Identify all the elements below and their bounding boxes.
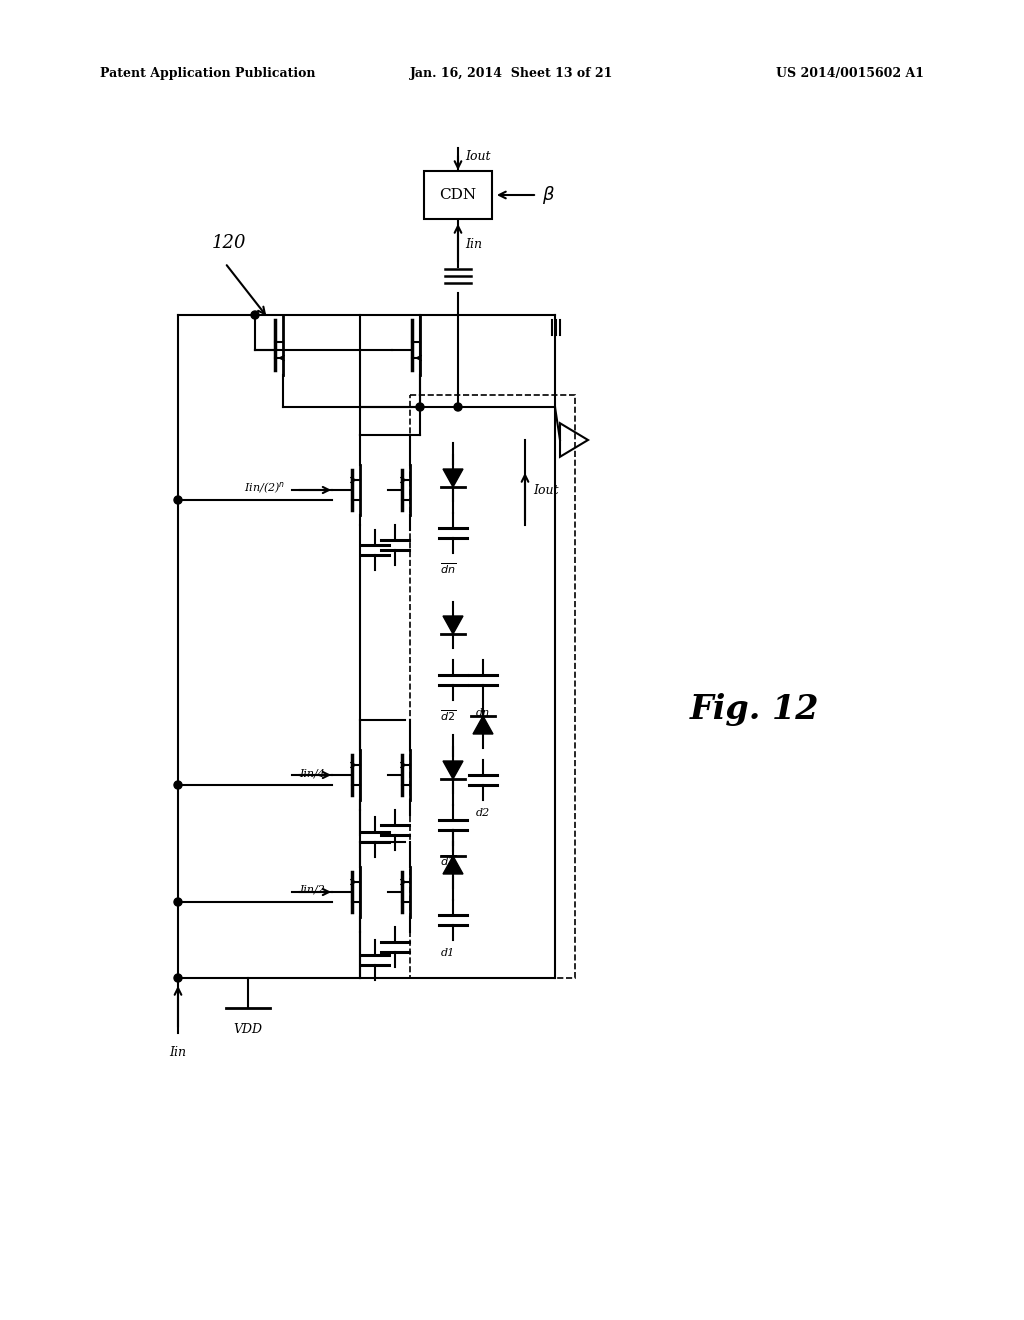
Text: US 2014/0015602 A1: US 2014/0015602 A1 xyxy=(776,66,924,79)
Bar xyxy=(410,395,575,978)
Text: $\overline{d2}$: $\overline{d2}$ xyxy=(440,708,456,722)
Text: CDN: CDN xyxy=(439,187,476,202)
Text: $\overline{d1}$: $\overline{d1}$ xyxy=(440,853,456,867)
Bar xyxy=(424,172,492,219)
Circle shape xyxy=(174,898,182,906)
Text: Iin/4: Iin/4 xyxy=(299,768,325,777)
Text: $\overline{dn}$: $\overline{dn}$ xyxy=(440,561,456,576)
Text: Jan. 16, 2014  Sheet 13 of 21: Jan. 16, 2014 Sheet 13 of 21 xyxy=(411,66,613,79)
Circle shape xyxy=(416,403,424,411)
Text: dn: dn xyxy=(476,708,490,718)
Polygon shape xyxy=(443,762,463,779)
Circle shape xyxy=(174,974,182,982)
Polygon shape xyxy=(443,469,463,487)
Text: Iin: Iin xyxy=(170,1045,186,1059)
Circle shape xyxy=(454,403,462,411)
Polygon shape xyxy=(443,855,463,874)
Text: Fig. 12: Fig. 12 xyxy=(690,693,820,726)
Text: 120: 120 xyxy=(212,234,247,252)
Text: Iout: Iout xyxy=(534,483,558,496)
Circle shape xyxy=(174,781,182,789)
Text: Patent Application Publication: Patent Application Publication xyxy=(100,66,315,79)
Text: Iout: Iout xyxy=(465,150,490,164)
Polygon shape xyxy=(443,616,463,634)
Circle shape xyxy=(174,496,182,504)
Text: VDD: VDD xyxy=(233,1023,262,1036)
Text: Iin/(2)$^n$: Iin/(2)$^n$ xyxy=(244,480,285,495)
Polygon shape xyxy=(473,715,493,734)
Text: Iin: Iin xyxy=(465,238,482,251)
Text: d2: d2 xyxy=(476,808,490,818)
Circle shape xyxy=(251,312,259,319)
Text: Iin/2: Iin/2 xyxy=(299,884,325,895)
Text: $\beta$: $\beta$ xyxy=(542,183,555,206)
Text: d1: d1 xyxy=(441,948,455,958)
